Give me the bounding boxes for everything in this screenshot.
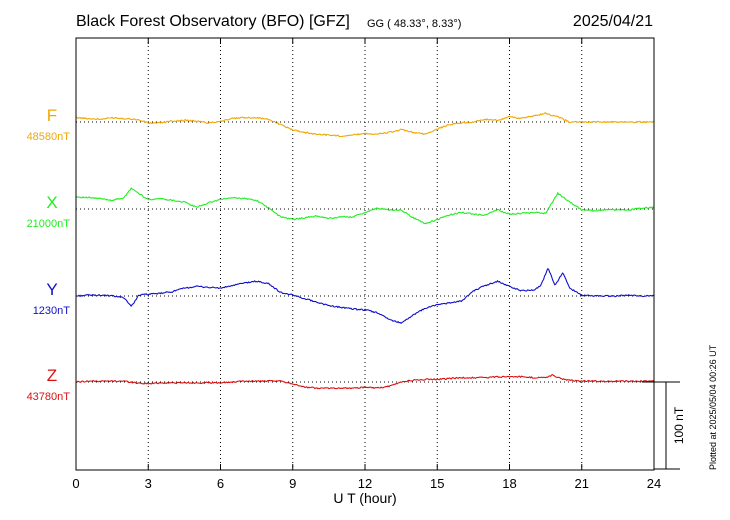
baselines [76,121,654,383]
date-label: 2025/04/21 [573,13,653,30]
component-labels: F 48580nT X 21000nT Y 1230nT Z 43780nT [27,106,71,403]
series-line-X [75,187,655,225]
coordinates-label: GG ( 48.33°, 8.33°) [367,18,461,30]
component-baseline-Z: 43780nT [27,391,71,403]
scale-bar: 100 nT [642,381,686,470]
component-baseline-F: 48580nT [27,131,71,143]
series-line-Z [76,374,655,390]
series-line-Y [75,268,655,324]
chart-title: Black Forest Observatory (BFO) [GFZ] [76,13,350,30]
x-tick-label: 12 [358,476,372,491]
x-tick-label: 0 [72,476,79,491]
series-line-F [75,112,655,138]
grid [147,38,583,470]
scale-bar-label: 100 nT [672,406,686,444]
x-tick-label: 15 [430,476,444,491]
x-axis-ticks: 0 3 6 9 12 15 18 21 24 [72,38,661,491]
x-tick-label: 6 [217,476,224,491]
series-lines [75,112,655,390]
component-letter-F: F [47,106,57,125]
component-letter-X: X [46,193,57,212]
component-baseline-X: 21000nT [27,218,71,230]
component-letter-Z: Z [47,366,57,385]
component-baseline-Y: 1230nT [33,305,71,317]
plotted-timestamp: Plotted at 2025/05/04 00:26 UT [708,344,718,470]
x-tick-label: 18 [502,476,516,491]
x-tick-label: 21 [575,476,589,491]
component-letter-Y: Y [46,280,57,299]
x-tick-label: 24 [647,476,661,491]
x-tick-label: 3 [145,476,152,491]
x-tick-label: 9 [289,476,296,491]
x-axis-label: U T (hour) [333,490,396,506]
